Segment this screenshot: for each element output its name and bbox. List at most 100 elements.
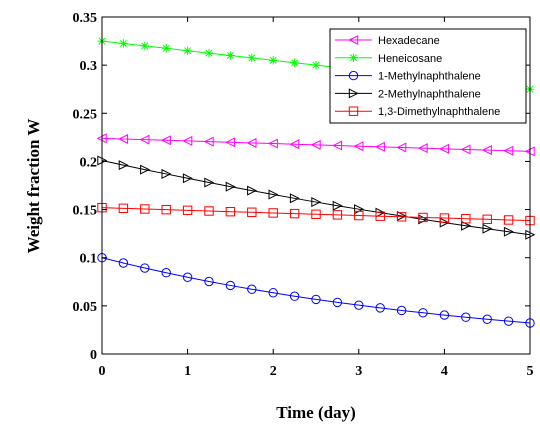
data-point xyxy=(311,209,321,219)
data-point xyxy=(140,204,150,214)
data-point xyxy=(267,138,278,149)
legend-label: Hexadecane xyxy=(378,35,440,47)
data-point xyxy=(118,160,129,171)
data-point xyxy=(139,134,150,145)
legend-label: Heneicosane xyxy=(378,53,442,65)
data-point xyxy=(247,284,257,294)
x-axis-title: Time (day) xyxy=(276,403,356,422)
data-point xyxy=(118,203,129,214)
legend-label: 1-Methylnaphthalene xyxy=(378,71,481,83)
data-point xyxy=(289,208,300,219)
series-line xyxy=(101,159,531,236)
data-point xyxy=(203,136,214,147)
data-point xyxy=(182,205,193,216)
x-tick-label: 0 xyxy=(99,364,106,379)
x-tick-label: 5 xyxy=(527,364,534,379)
legend-item: Hexadecane xyxy=(335,34,440,47)
data-point xyxy=(269,56,278,65)
data-point xyxy=(354,300,364,310)
series-line xyxy=(101,137,531,152)
data-point xyxy=(482,223,493,234)
data-point xyxy=(481,145,492,156)
data-point xyxy=(417,143,428,154)
y-tick-label: 0.15 xyxy=(73,204,98,219)
y-tick-label: 0.3 xyxy=(80,59,98,74)
data-point xyxy=(482,314,492,324)
data-point xyxy=(439,310,450,320)
series-1 xyxy=(96,133,535,157)
data-point xyxy=(439,213,450,223)
data-point xyxy=(182,135,193,146)
data-point xyxy=(439,143,450,154)
data-point xyxy=(461,220,472,231)
legend-marker xyxy=(348,88,359,99)
y-tick-label: 0.05 xyxy=(73,300,98,315)
data-point xyxy=(225,181,236,192)
data-point xyxy=(268,288,278,298)
data-point xyxy=(396,212,407,222)
data-point xyxy=(503,145,514,156)
data-point xyxy=(353,141,364,152)
data-point xyxy=(182,173,193,184)
x-tick-label: 1 xyxy=(184,364,191,379)
data-point xyxy=(375,303,385,313)
data-point xyxy=(461,214,471,224)
data-point xyxy=(140,41,149,51)
data-point xyxy=(140,164,151,175)
legend-item: 1-Methylnaphthalene xyxy=(335,71,481,83)
data-point xyxy=(140,263,150,273)
data-point xyxy=(268,208,278,218)
plot-frame xyxy=(101,16,531,355)
legend-item: 1,3-Dimethylnaphthalene xyxy=(335,106,500,118)
data-point xyxy=(118,133,129,145)
legend-label: 2-Methylnaphthalene xyxy=(378,88,481,100)
data-point xyxy=(247,185,258,196)
data-point xyxy=(289,193,300,204)
y-axis-title: Weight fraction W xyxy=(24,119,43,254)
data-point xyxy=(332,297,343,308)
data-point xyxy=(161,204,171,215)
data-point xyxy=(289,139,300,150)
legend-marker xyxy=(348,70,359,81)
data-point xyxy=(332,140,343,151)
data-point xyxy=(225,280,236,291)
y-tick-label: 0.35 xyxy=(73,11,98,26)
y-tick-label: 0.1 xyxy=(80,252,98,267)
data-point xyxy=(396,142,407,153)
series-line xyxy=(101,257,531,324)
data-point xyxy=(247,53,256,63)
legend-label: 1,3-Dimethylnaphthalene xyxy=(378,106,500,118)
data-point xyxy=(396,305,407,316)
data-point xyxy=(460,144,471,155)
data-point xyxy=(290,58,299,67)
y-tick-label: 0.25 xyxy=(73,107,98,122)
data-point xyxy=(225,206,236,217)
legend-marker xyxy=(349,53,358,62)
data-point xyxy=(418,308,428,318)
data-point xyxy=(160,135,171,146)
legend-marker xyxy=(348,34,359,46)
data-point xyxy=(118,258,129,268)
data-point xyxy=(162,44,171,53)
legend-item: 2-Methylnaphthalene xyxy=(335,88,481,100)
data-point xyxy=(311,197,322,208)
y-tick-label: 0.2 xyxy=(80,155,98,170)
data-point xyxy=(289,291,300,301)
data-point xyxy=(461,312,471,322)
data-point xyxy=(119,39,128,48)
data-point xyxy=(482,214,492,224)
data-point xyxy=(503,316,514,326)
data-point xyxy=(332,200,343,211)
data-point xyxy=(503,215,514,225)
legend-marker xyxy=(348,106,359,116)
data-point xyxy=(354,210,364,221)
data-point xyxy=(311,294,321,305)
data-point xyxy=(332,210,343,220)
series-line xyxy=(101,207,531,222)
data-point xyxy=(247,207,257,217)
data-point xyxy=(418,212,428,223)
data-point xyxy=(374,141,385,152)
x-tick-label: 4 xyxy=(441,364,448,379)
data-point xyxy=(204,206,214,216)
